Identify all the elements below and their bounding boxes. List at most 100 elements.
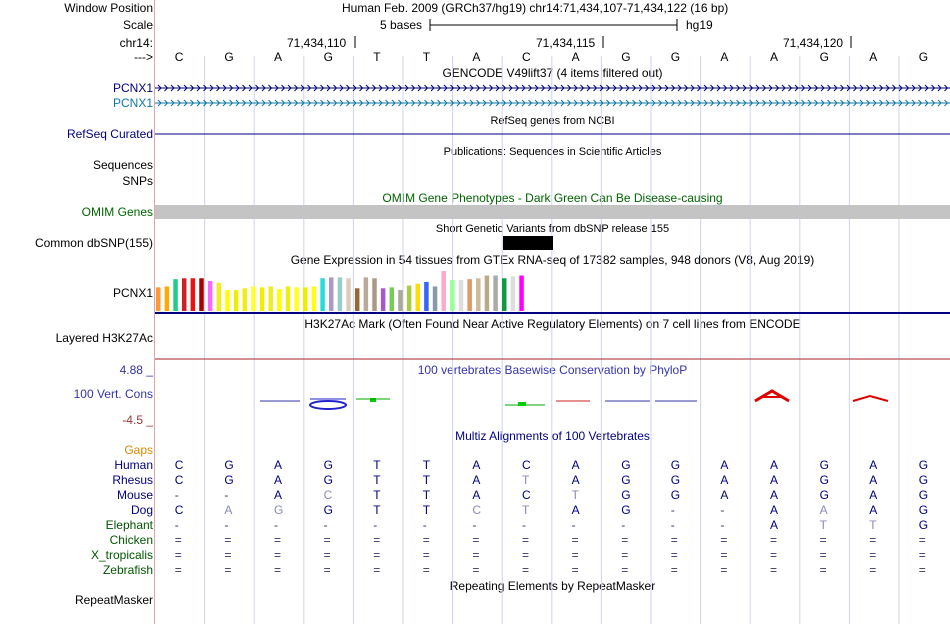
omim-bar <box>155 205 950 219</box>
refseq-track-label[interactable]: RefSeq Curated <box>66 127 153 141</box>
strand-arrow <box>450 84 455 92</box>
alignment-base: = <box>224 533 232 547</box>
alignment-base: = <box>621 548 629 562</box>
strand-arrow <box>651 84 656 92</box>
strand-arrow <box>534 84 539 92</box>
repeatmasker-track-label[interactable]: RepeatMasker <box>74 593 153 607</box>
alignment-base: = <box>422 548 430 562</box>
phylop-track-label[interactable]: 100 Vert. Cons <box>73 387 153 401</box>
strand-arrow <box>183 99 188 107</box>
alignment-base: = <box>323 548 331 562</box>
alignment-base: - <box>224 518 229 532</box>
omim-track-label[interactable]: OMIM Genes <box>81 205 153 219</box>
strand-arrow <box>463 84 468 92</box>
phylop-min-label: -4.5 _ <box>122 413 153 427</box>
alignment-base: = <box>174 533 182 547</box>
strand-arrow <box>742 84 747 92</box>
strand-arrow <box>723 84 728 92</box>
alignment-base: G <box>670 488 681 502</box>
strand-arrow <box>170 99 175 107</box>
gencode-item-label[interactable]: PCNX1 <box>112 81 153 95</box>
strand-arrow <box>931 99 936 107</box>
alignment-base: = <box>571 533 579 547</box>
strand-arrow <box>255 84 260 92</box>
strand-arrow <box>333 99 338 107</box>
alignment-base: - <box>422 518 427 532</box>
strand-arrow <box>203 99 208 107</box>
strand-arrow <box>209 84 214 92</box>
snps-track-label[interactable]: SNPs <box>122 174 153 188</box>
strand-arrow <box>424 84 429 92</box>
gencode-item-label[interactable]: PCNX1 <box>112 96 153 110</box>
gtex-tissue-bar <box>233 290 239 311</box>
alignment-base: = <box>869 533 877 547</box>
strand-arrow <box>632 84 637 92</box>
strand-arrow <box>515 99 520 107</box>
strand-arrow <box>638 99 643 107</box>
strand-label: ---> <box>134 50 153 64</box>
strand-arrow <box>235 84 240 92</box>
alignment-base: - <box>224 488 229 502</box>
alignment-base: = <box>174 548 182 562</box>
alignment-base: = <box>770 548 778 562</box>
species-label[interactable]: Rhesus <box>112 473 153 487</box>
alignment-base: T <box>571 488 579 502</box>
sequences-track-label[interactable]: Sequences <box>92 158 153 172</box>
strand-arrow <box>885 84 890 92</box>
gtex-track-label[interactable]: PCNX1 <box>112 286 153 300</box>
alignment-base: A <box>869 503 878 517</box>
species-label[interactable]: Dog <box>130 503 153 517</box>
strand-arrow <box>703 99 708 107</box>
alignment-base: G <box>621 473 631 487</box>
gtex-tissue-bar <box>380 288 386 311</box>
strand-arrow <box>853 99 858 107</box>
base-letter: T <box>422 50 431 64</box>
species-label[interactable]: Zebrafish <box>102 563 153 577</box>
alignment-base: A <box>869 458 878 472</box>
strand-arrow <box>645 84 650 92</box>
strand-arrow <box>209 99 214 107</box>
species-label[interactable]: X_tropicalis <box>90 548 153 562</box>
h3k27ac-track-label[interactable]: Layered H3K27Ac <box>55 331 153 345</box>
alignment-base: = <box>819 548 827 562</box>
strand-arrow <box>736 99 741 107</box>
alignment-base: G <box>670 458 681 472</box>
strand-arrow <box>294 84 299 92</box>
alignment-base: T <box>819 518 827 532</box>
strand-arrow <box>755 84 760 92</box>
strand-arrow <box>859 99 864 107</box>
strand-arrow <box>437 84 442 92</box>
gaps-track-label[interactable]: Gaps <box>124 443 153 457</box>
species-label[interactable]: Elephant <box>105 518 153 532</box>
strand-arrow <box>268 99 273 107</box>
strand-arrow <box>840 99 845 107</box>
strand-arrow <box>898 84 903 92</box>
alignment-base: = <box>770 533 778 547</box>
alignment-base: G <box>224 473 234 487</box>
gtex-tissue-bar <box>285 286 291 311</box>
alignment-base: C <box>323 488 333 502</box>
species-label[interactable]: Mouse <box>116 488 153 502</box>
alignment-base: = <box>174 563 182 577</box>
strand-arrow <box>898 99 903 107</box>
base-letter: T <box>373 50 381 64</box>
dbsnp-track-label[interactable]: Common dbSNP(155) <box>34 236 153 250</box>
strand-arrow <box>781 99 786 107</box>
strand-arrow <box>521 84 526 92</box>
alignment-base: = <box>670 563 678 577</box>
strand-arrow <box>924 84 929 92</box>
gencode-track-title: GENCODE V49lift37 (4 items filtered out) <box>442 66 663 80</box>
species-label[interactable]: Chicken <box>109 533 153 547</box>
strand-arrow <box>807 99 812 107</box>
strand-arrow <box>417 84 422 92</box>
strand-arrow <box>489 99 494 107</box>
phylop-track-title: 100 vertebrates Basewise Conservation by… <box>417 363 688 377</box>
strand-arrow <box>697 84 702 92</box>
strand-arrow <box>937 99 942 107</box>
species-label[interactable]: Human <box>114 458 153 472</box>
alignment-base: T <box>373 488 381 502</box>
base-letter: A <box>720 50 729 64</box>
strand-arrow <box>541 99 546 107</box>
strand-arrow <box>612 84 617 92</box>
